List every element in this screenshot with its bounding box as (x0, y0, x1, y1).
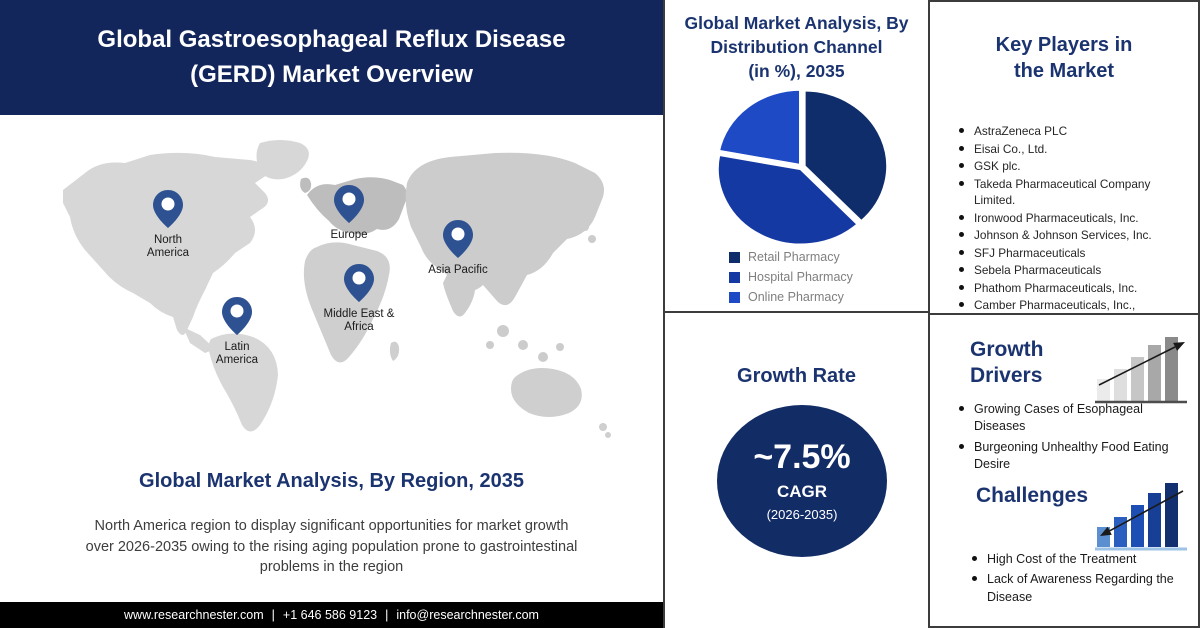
right-column: Key Players in the Market AstraZeneca PL… (930, 0, 1200, 628)
page-title-line1: Global Gastroesophageal Reflux Disease (97, 25, 566, 53)
distribution-title-line1: Global Market Analysis, By (684, 13, 909, 33)
pie-slice-online-pharmacy (716, 87, 803, 167)
footer-phone: +1 646 586 9123 (282, 608, 378, 622)
challenge-item: High Cost of the Treatment (972, 551, 1187, 568)
location-pin-icon (443, 220, 473, 258)
legend-swatch-hospital (729, 271, 740, 283)
key-players-list: AstraZeneca PLC Eisai Co., Ltd. GSK plc.… (959, 123, 1186, 315)
location-pin-icon (334, 185, 364, 223)
key-player-item: Sebela Pharmaceuticals (959, 262, 1186, 279)
map-label-latin-america: Latin America (215, 341, 259, 367)
footer-bar: www.researchnester.com | +1 646 586 9123… (0, 602, 663, 628)
challenges-header: Challenges (976, 483, 1190, 551)
middle-column: Global Market Analysis, By Distribution … (663, 0, 930, 628)
map-label-north-america: North America (146, 234, 190, 260)
growth-rate-circle: ~7.5% CAGR (2026-2035) (717, 405, 887, 557)
key-player-item: Johnson & Johnson Services, Inc. (959, 227, 1186, 244)
growth-rate-heading: Growth Rate (737, 365, 856, 387)
growth-driver-item: Burgeoning Unhealthy Food Eating Desire (959, 439, 1174, 474)
growth-drivers-list: Growing Cases of Esophageal Diseases Bur… (959, 401, 1174, 476)
distribution-title-line3: (in %), 2035 (748, 61, 845, 82)
challenge-item: Lack of Awareness Regarding the Disease (972, 571, 1187, 606)
legend-label-online: Online Pharmacy (748, 290, 844, 304)
growth-rate-panel: Growth Rate ~7.5% CAGR (2026-2035) (665, 313, 928, 626)
legend-label-retail: Retail Pharmacy (748, 250, 840, 264)
key-players-heading: Key Players in the Market (995, 34, 1133, 83)
map-label-asia-pacific: Asia Pacific (428, 264, 488, 276)
growth-driver-item: Growing Cases of Esophageal Diseases (959, 401, 1174, 436)
growth-drivers-header: Growth Drivers (970, 337, 1190, 405)
legend-swatch-online (729, 291, 740, 303)
title-banner: Global Gastroesophageal Reflux Disease (… (0, 0, 663, 115)
challenges-list: High Cost of the Treatment Lack of Aware… (972, 551, 1187, 609)
key-player-item: Camber Pharmaceuticals, Inc., (959, 297, 1186, 314)
drivers-challenges-panel: Growth Drivers Growing Cases of Esophage… (930, 315, 1198, 626)
cagr-label: CAGR (776, 482, 828, 502)
key-player-item: Ironwood Pharmaceuticals, Inc. (959, 210, 1186, 227)
legend-item-online: Online Pharmacy (729, 290, 853, 304)
world-map: North America Europe Asia Pacific Middle… (55, 135, 625, 445)
footer-email: info@researchnester.com (396, 608, 539, 622)
region-analysis-heading: Global Market Analysis, By Region, 2035 (139, 470, 524, 492)
location-pin-icon (222, 297, 252, 335)
map-label-middle-east-africa: Middle East & Africa (323, 308, 395, 334)
pie-slice-retail-pharmacy (802, 88, 890, 224)
key-player-item: SFJ Pharmaceuticals (959, 245, 1186, 262)
legend-swatch-retail (729, 251, 740, 263)
distribution-channel-panel: Global Market Analysis, By Distribution … (665, 0, 928, 313)
pie-chart (715, 87, 890, 247)
page-title: Global Gastroesophageal Reflux Disease (… (97, 23, 565, 93)
page-title-line2: (GERD) Market Overview (190, 60, 473, 88)
left-section: Global Gastroesophageal Reflux Disease (… (0, 0, 663, 628)
map-label-europe: Europe (330, 229, 368, 241)
cagr-value: ~7.5% (753, 437, 851, 476)
key-player-item: Phathom Pharmaceuticals, Inc. (959, 280, 1186, 297)
region-analysis-text: North America region to display signific… (85, 518, 578, 576)
distribution-channel-title: Global Market Analysis, By Distribution … (665, 0, 928, 83)
growth-drivers-heading: Growth Drivers (970, 338, 1044, 388)
key-player-item: Takeda Pharmaceutical Company Limited. (959, 176, 1186, 209)
rising-bar-chart-icon (1095, 337, 1187, 404)
footer-separator: | (271, 608, 275, 622)
key-player-item: AstraZeneca PLC (959, 123, 1186, 140)
footer-website: www.researchnester.com (124, 608, 264, 622)
location-pin-icon (153, 190, 183, 228)
location-pin-icon (344, 264, 374, 302)
legend-label-hospital: Hospital Pharmacy (748, 270, 853, 284)
key-player-item: Eisai Co., Ltd. (959, 141, 1186, 158)
distribution-title-line2: Distribution Channel (710, 37, 883, 58)
footer-separator: | (385, 608, 389, 622)
world-map-graphic (63, 140, 611, 438)
key-player-item: GSK plc. (959, 158, 1186, 175)
key-players-panel: Key Players in the Market AstraZeneca PL… (930, 2, 1198, 315)
declining-arrow-bar-chart-icon (1095, 483, 1187, 551)
pie-legend: Retail Pharmacy Hospital Pharmacy Online… (729, 250, 853, 304)
challenges-heading: Challenges (976, 484, 1089, 507)
legend-item-hospital: Hospital Pharmacy (729, 270, 853, 284)
cagr-period: (2026-2035) (766, 507, 838, 523)
legend-item-retail: Retail Pharmacy (729, 250, 853, 264)
pie-slice-hospital-pharmacy (715, 153, 860, 247)
